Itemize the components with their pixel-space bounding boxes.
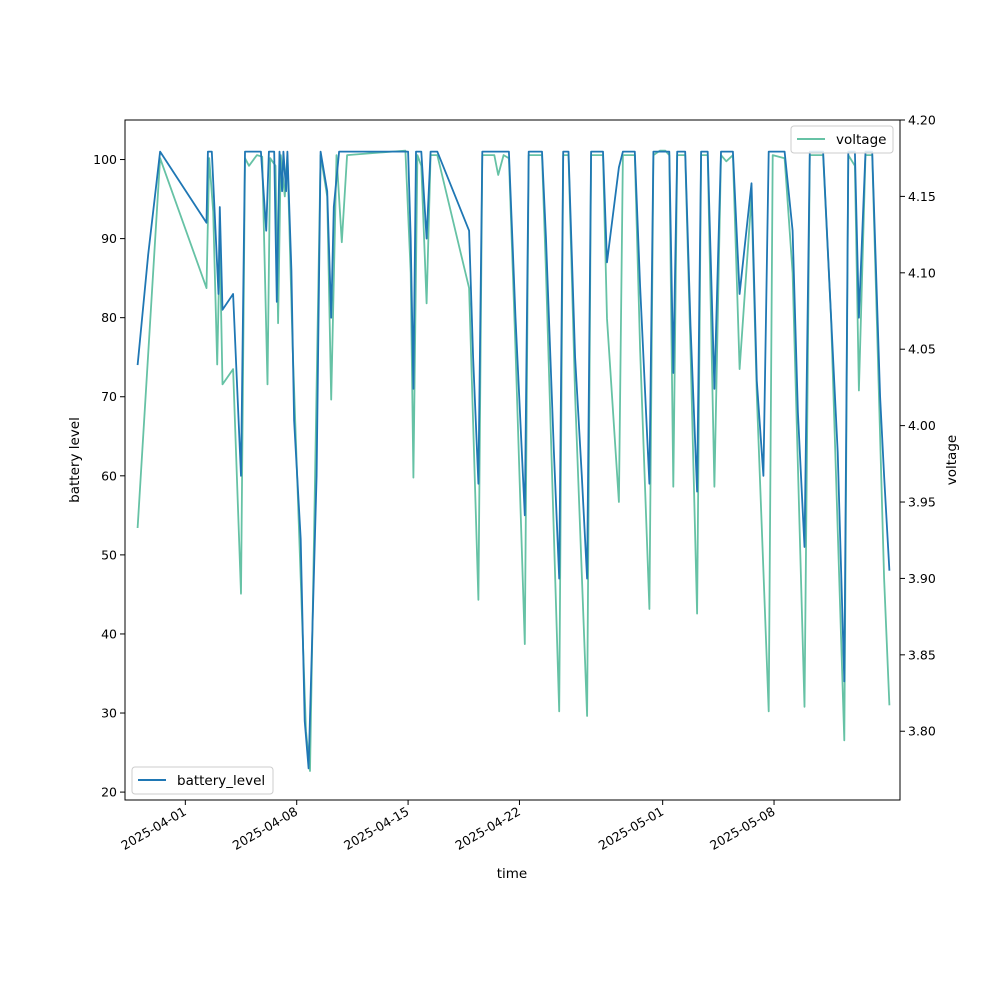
legend-voltage-label: voltage: [836, 132, 886, 148]
plot-frame: [124, 119, 901, 801]
legend-battery: battery_level: [131, 766, 274, 795]
series-line-battery-level: [136, 150, 891, 770]
right-tick-label: 3.90: [908, 571, 936, 586]
left-tick-label: 80: [101, 310, 117, 325]
x-axis-label: time: [497, 866, 528, 882]
right-tick-label: 4.10: [908, 265, 936, 280]
left-tick-label: 90: [101, 231, 117, 246]
right-tick-label: 4.15: [908, 189, 936, 204]
left-tick-label: 70: [101, 389, 117, 404]
left-tick-label: 50: [101, 547, 117, 562]
legend-voltage-box: [790, 125, 894, 154]
right-tick-label: 4.05: [908, 342, 936, 357]
right-axis-label: voltage: [944, 435, 960, 485]
legend-battery-box: [131, 766, 274, 795]
left-axis-ticks: 20 30 40 50 60 70 80 90 100: [93, 152, 125, 800]
right-tick-label: 3.95: [908, 495, 936, 510]
left-axis-label: battery level: [67, 417, 83, 503]
left-tick-label: 40: [101, 626, 117, 641]
left-tick-label: 20: [101, 785, 117, 800]
left-tick-label: 60: [101, 468, 117, 483]
left-tick-label: 100: [93, 152, 117, 167]
legend-voltage: voltage: [790, 125, 894, 154]
right-tick-label: 3.85: [908, 647, 936, 662]
legend-battery-label: battery_level: [177, 773, 265, 789]
right-tick-label: 4.00: [908, 418, 936, 433]
series-layer: [136, 149, 891, 772]
left-tick-label: 30: [101, 706, 117, 721]
right-tick-label: 3.80: [908, 724, 936, 739]
right-tick-label: 4.20: [908, 113, 936, 128]
right-axis-ticks: 3.80 3.85 3.90 3.95 4.00 4.05 4.10 4.15 4.20: [900, 113, 936, 739]
